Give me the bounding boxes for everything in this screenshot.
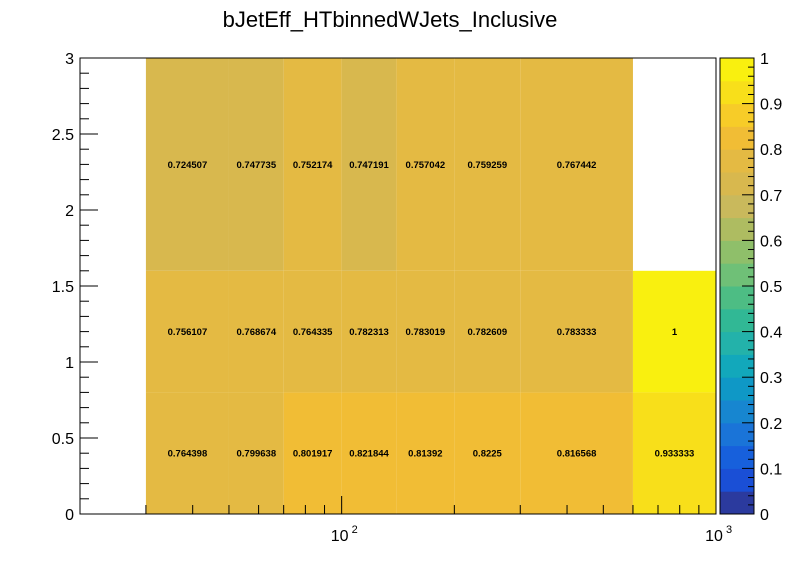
palette-tick-label: 0.2 <box>760 416 782 433</box>
y-tick-label: 0 <box>65 507 74 524</box>
heatmap-cell <box>341 58 397 271</box>
cell-value-label: 0.764335 <box>293 327 333 338</box>
heatmap-cell <box>396 58 455 271</box>
heatmap-cells <box>145 58 716 514</box>
palette-swatch <box>720 240 754 264</box>
heatmap-cell <box>145 58 229 271</box>
cell-value-label: 0.933333 <box>655 449 695 460</box>
y-tick-label: 3 <box>65 51 74 68</box>
heatmap-cell <box>520 58 633 271</box>
heatmap-cell <box>228 392 284 514</box>
palette-tick-label: 0 <box>760 507 769 524</box>
palette-swatch <box>720 308 754 333</box>
y-tick-label: 1.5 <box>52 279 74 296</box>
palette-swatch <box>720 422 754 447</box>
palette-swatch <box>720 377 754 401</box>
heatmap-cell <box>283 392 342 514</box>
y-tick-label: 2 <box>65 203 74 220</box>
palette-tick-label: 0.4 <box>760 325 782 342</box>
cell-value-label: 0.759259 <box>467 160 507 171</box>
cell-value-label: 0.783333 <box>557 327 597 338</box>
y-tick-label: 0.5 <box>52 431 74 448</box>
palette-swatch <box>720 103 754 127</box>
cell-value-label: 0.752174 <box>293 160 333 171</box>
heatmap-cell <box>341 270 397 393</box>
heatmap-cell <box>145 270 229 393</box>
cell-value-label: 0.768674 <box>237 327 277 338</box>
heatmap-cell <box>632 392 716 514</box>
heatmap-cell <box>283 58 342 271</box>
cell-value-label: 0.767442 <box>557 160 597 171</box>
palette-swatch <box>720 217 754 241</box>
heatmap-cell <box>520 270 633 393</box>
cell-value-label: 0.756107 <box>168 327 208 338</box>
palette-swatch <box>720 263 754 287</box>
cell-value-label: 0.757042 <box>406 160 446 171</box>
cell-value-label: 0.724507 <box>168 160 208 171</box>
palette-tick-label: 0.1 <box>760 461 782 478</box>
cell-value-label: 0.801917 <box>293 449 333 460</box>
palette-swatch <box>720 149 754 173</box>
heatmap-cell <box>228 58 284 271</box>
x-axis: 10 2 10 3 <box>79 496 732 545</box>
palette-swatch <box>720 491 754 515</box>
heatmap-cell <box>454 270 521 393</box>
heatmap-cell <box>632 270 716 393</box>
palette-swatch <box>720 126 754 150</box>
heatmap-cell-labels: 0.764398 0.799638 0.801917 0.821844 0.81392 0… <box>168 160 695 460</box>
cell-value-label: 0.816568 <box>557 449 597 460</box>
palette-swatch <box>720 354 754 378</box>
heatmap-cell <box>145 392 229 514</box>
heatmap-cell <box>396 270 455 393</box>
palette-swatch <box>720 331 754 355</box>
palette-tick-label: 0.9 <box>760 97 782 114</box>
heatmap-cell <box>341 392 397 514</box>
x-tick-exponent: 2 <box>352 524 358 536</box>
y-tick-label: 2.5 <box>52 127 74 144</box>
palette-tick-label: 0.8 <box>760 142 782 159</box>
palette-tick-label: 0.6 <box>760 233 782 250</box>
y-tick-label: 1 <box>65 355 74 372</box>
cell-value-label: 0.782609 <box>467 327 507 338</box>
palette-tick-label: 1 <box>760 51 769 68</box>
x-tick-label: 10 <box>331 528 349 545</box>
palette-swatch <box>720 468 754 492</box>
heatmap-cell <box>454 58 521 271</box>
palette-tick-label: 0.5 <box>760 279 782 296</box>
cell-value-label: 0.81392 <box>408 449 442 460</box>
heatmap-cell <box>228 270 284 393</box>
palette-swatch <box>720 400 754 424</box>
chart-title: bJetEff_HTbinnedWJets_Inclusive <box>223 7 558 32</box>
cell-value-label: 0.783019 <box>406 327 446 338</box>
cell-value-label: 0.799638 <box>237 449 277 460</box>
x-tick-label: 10 <box>705 528 723 545</box>
palette-tick-label: 0.7 <box>760 188 782 205</box>
cell-value-label: 0.764398 <box>168 449 208 460</box>
palette-swatch <box>720 58 754 82</box>
palette-swatch <box>720 172 754 196</box>
palette-swatch <box>720 80 754 105</box>
cell-value-label: 0.8225 <box>473 449 503 460</box>
palette-swatch <box>720 286 754 310</box>
palette-swatch <box>720 194 754 219</box>
palette-swatch <box>720 445 754 469</box>
heatmap-cell <box>396 392 455 514</box>
y-axis: 0 0.5 1 1.5 2 2.5 3 <box>52 51 98 524</box>
cell-value-label: 0.821844 <box>349 449 389 460</box>
cell-value-label: 1 <box>672 327 678 338</box>
palette-tick-label: 0.3 <box>760 370 782 387</box>
heatmap-cell <box>520 392 633 514</box>
color-palette: 0 0.1 0.2 0.3 0.4 0.5 0.6 0.7 0.8 0.9 1 <box>719 51 782 524</box>
cell-value-label: 0.747191 <box>349 160 389 171</box>
cell-value-label: 0.782313 <box>349 327 389 338</box>
heatmap-cell <box>454 392 521 514</box>
heatmap-cell <box>283 270 342 393</box>
cell-value-label: 0.747735 <box>237 160 277 171</box>
x-tick-exponent: 3 <box>726 524 732 536</box>
